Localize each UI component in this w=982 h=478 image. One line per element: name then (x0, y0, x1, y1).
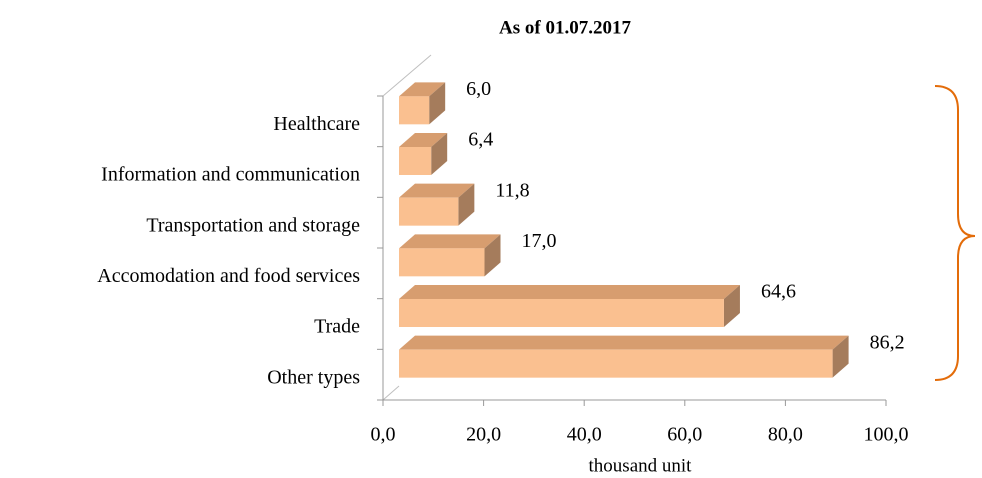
bar (399, 197, 459, 226)
x-tick-label: 40,0 (567, 424, 602, 446)
brace (934, 85, 976, 381)
data-label: 6,4 (468, 129, 493, 151)
bar (399, 96, 430, 125)
x-tick-label: 100,0 (864, 424, 909, 446)
bar-top (399, 335, 849, 350)
x-tick-label: 0,0 (371, 424, 396, 446)
x-tick-label: 60,0 (667, 424, 702, 446)
wall-edge (382, 54, 432, 97)
bar-top (399, 234, 501, 249)
y-tick-label: Information and communication (101, 164, 360, 186)
x-axis-label: thousand unit (589, 455, 693, 476)
bar-side (429, 82, 446, 125)
y-tick-label: Accomodation and food services (97, 265, 360, 287)
bar-side (431, 133, 448, 175)
data-label: 17,0 (522, 230, 557, 252)
data-label: 6,0 (466, 78, 491, 100)
y-tick-label: Transportation and storage (146, 214, 360, 236)
x-tick-label: 80,0 (768, 424, 803, 446)
data-label: 11,8 (495, 179, 529, 201)
bar-top (399, 133, 448, 147)
bar-side (484, 234, 501, 277)
data-label: 64,6 (761, 281, 796, 303)
bar (399, 248, 485, 277)
bar-side (458, 183, 475, 226)
bar (399, 147, 432, 175)
bar-top (399, 183, 475, 198)
data-label: 86,2 (870, 331, 905, 353)
x-tick-label: 20,0 (466, 424, 501, 446)
bar (399, 299, 724, 327)
y-tick-label: Other types (267, 366, 360, 388)
y-tick-label: Trade (314, 316, 360, 338)
chart-title: As of 01.07.2017 (499, 17, 631, 38)
bar-side (723, 285, 740, 327)
bar-top (399, 82, 446, 97)
bar (399, 349, 833, 378)
bar-top (399, 285, 740, 299)
bar-side (832, 335, 849, 378)
floor-edge (382, 385, 400, 401)
y-tick-label: Healthcare (273, 113, 360, 135)
